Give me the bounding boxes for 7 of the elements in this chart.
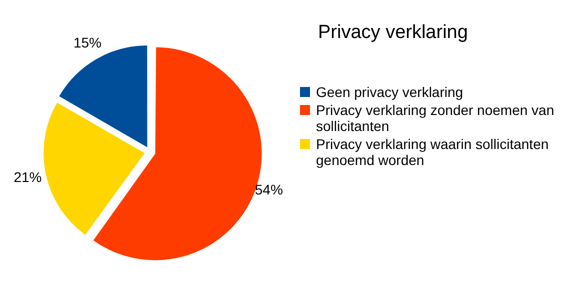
legend-label: Privacy verklaring waarin sollicitanten genoemd worden bbox=[316, 136, 550, 168]
data-label: 54% bbox=[254, 181, 283, 198]
legend-label: Privacy verklaring zonder noemen van sollicitanten bbox=[316, 102, 556, 134]
data-label: 21% bbox=[14, 168, 42, 185]
chart-title: Privacy verklaring bbox=[318, 22, 469, 44]
legend-label: Geen privacy verklaring bbox=[316, 84, 464, 100]
data-label: 15% bbox=[73, 34, 102, 51]
